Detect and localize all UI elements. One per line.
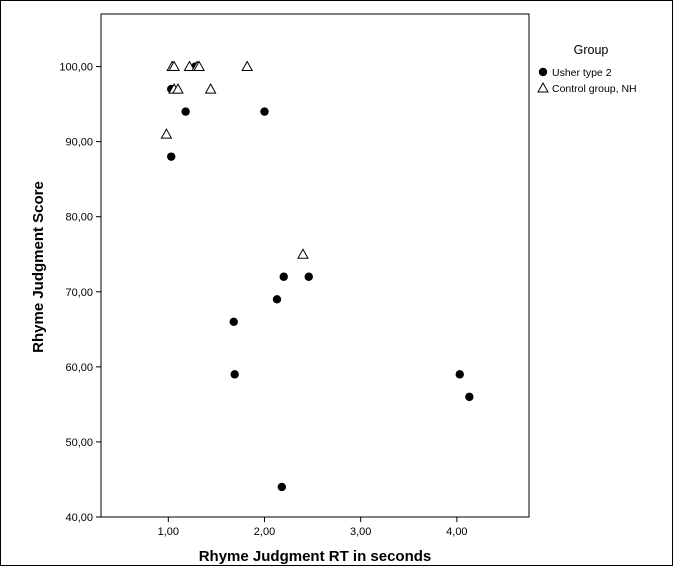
control-group-point bbox=[168, 60, 180, 72]
usher-type-2-point bbox=[304, 272, 313, 281]
y-tick-label: 70,00 bbox=[65, 287, 93, 299]
usher-type-2-point bbox=[277, 482, 287, 492]
usher-type-2-point bbox=[272, 295, 282, 304]
usher-type-2-point bbox=[181, 107, 190, 116]
y-axis-title: Rhyme Judgment Score bbox=[30, 181, 47, 353]
x-tick-label: 4,00 bbox=[446, 526, 467, 538]
y-tick-label: 50,00 bbox=[65, 437, 93, 449]
legend-triangle-icon bbox=[537, 81, 549, 93]
legend-title: Group bbox=[574, 43, 609, 57]
y-axis: 40,00 50,00 60,00 70,00 80,00 90,00 100,00 bbox=[59, 62, 101, 524]
y-tick-label: 90,00 bbox=[65, 137, 93, 149]
control-group-point bbox=[160, 128, 173, 139]
usher-type-2-point bbox=[230, 370, 239, 379]
data-points bbox=[160, 60, 474, 492]
control-group-point bbox=[183, 60, 196, 72]
y-tick-label: 100,00 bbox=[59, 62, 93, 74]
control-group-point bbox=[204, 83, 217, 94]
x-tick-label: 2,00 bbox=[254, 526, 275, 538]
legend: Group Usher type 2 Control group, NH bbox=[537, 43, 637, 95]
y-tick-label: 40,00 bbox=[65, 512, 93, 524]
legend-label: Usher type 2 bbox=[552, 67, 612, 79]
usher-type-2-point bbox=[167, 152, 176, 161]
usher-type-2-point bbox=[455, 370, 464, 379]
y-tick-label: 80,00 bbox=[65, 212, 93, 224]
control-group-point bbox=[193, 60, 205, 72]
x-axis-title: Rhyme Judgment RT in seconds bbox=[199, 548, 432, 565]
control-group-point bbox=[297, 248, 309, 259]
control-group-point bbox=[172, 83, 184, 94]
plot-area bbox=[100, 13, 530, 518]
usher-type-2-point bbox=[279, 272, 288, 281]
x-tick-label: 1,00 bbox=[158, 526, 179, 538]
legend-circle-icon bbox=[538, 67, 548, 77]
usher-type-2-point bbox=[465, 392, 474, 402]
x-axis: 1,00 2,00 3,00 4,00 bbox=[158, 517, 468, 538]
x-tick-label: 3,00 bbox=[350, 526, 371, 538]
control-group-point bbox=[241, 60, 254, 72]
legend-label: Control group, NH bbox=[552, 83, 637, 95]
usher-type-2-point bbox=[260, 107, 269, 116]
y-tick-label: 60,00 bbox=[65, 362, 93, 374]
usher-type-2-point bbox=[229, 317, 238, 327]
